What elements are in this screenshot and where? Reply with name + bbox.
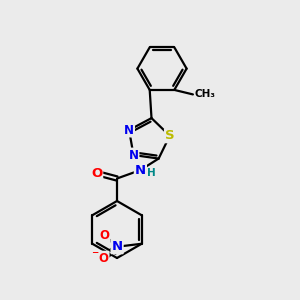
Text: N: N bbox=[124, 124, 134, 136]
Text: O: O bbox=[91, 167, 102, 180]
Text: S: S bbox=[165, 129, 175, 142]
Text: N: N bbox=[112, 240, 123, 253]
Text: O: O bbox=[99, 252, 109, 265]
Text: O: O bbox=[100, 229, 110, 242]
Text: H: H bbox=[147, 168, 156, 178]
Text: ⁻: ⁻ bbox=[92, 248, 99, 262]
Text: CH₃: CH₃ bbox=[194, 89, 215, 99]
Text: N: N bbox=[128, 148, 139, 161]
Text: N: N bbox=[135, 164, 146, 177]
